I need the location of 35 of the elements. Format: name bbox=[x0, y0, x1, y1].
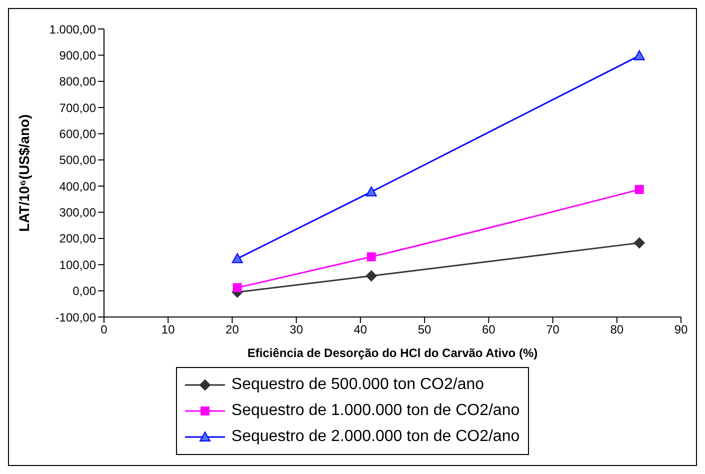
point bbox=[634, 237, 645, 248]
point bbox=[232, 283, 242, 292]
legend-label: Sequestro de 500.000 ton CO2/ano bbox=[231, 375, 484, 395]
x-tick-label: 50 bbox=[418, 322, 432, 337]
y-tick-label: 200,00 bbox=[59, 232, 96, 246]
x-tick-label: 10 bbox=[161, 322, 176, 337]
y-tick-label: 0,00 bbox=[72, 284, 96, 298]
x-tick-label: 0 bbox=[100, 322, 108, 337]
x-tick-label: 60 bbox=[482, 322, 496, 337]
y-axis-title: LAT/10⁶(US$/ano) bbox=[16, 114, 32, 232]
point bbox=[634, 50, 645, 60]
y-tick-label: 600,00 bbox=[59, 126, 96, 141]
legend-label: Sequestro de 2.000.000 ton de CO2/ano bbox=[231, 427, 520, 447]
y-tick-label: 300,00 bbox=[59, 206, 96, 220]
y-tick-label: 800,00 bbox=[59, 74, 96, 89]
point bbox=[366, 186, 377, 196]
x-tick-label: 90 bbox=[674, 322, 688, 337]
y-tick-label: 100,00 bbox=[59, 258, 96, 272]
y-tick-label: 400,00 bbox=[59, 179, 96, 194]
x-axis-title: Eficiência de Desorção do HCl do Carvão Ativo (%) bbox=[247, 346, 538, 360]
y-tick-label: 500,00 bbox=[59, 153, 96, 168]
point bbox=[366, 252, 376, 262]
y-tick-label: 1.000,00 bbox=[49, 22, 96, 36]
x-tick-label: 70 bbox=[546, 322, 560, 337]
y-tick-label: 900,00 bbox=[59, 48, 96, 62]
x-tick-label: 20 bbox=[226, 322, 240, 337]
legend-label: Sequestro de 1.000.000 ton de CO2/ano bbox=[231, 401, 520, 421]
point bbox=[634, 184, 644, 194]
y-tick-label: -100,00 bbox=[55, 310, 96, 324]
x-tick-label: 80 bbox=[610, 322, 624, 337]
x-tick-label: 40 bbox=[354, 322, 368, 337]
y-tick-label: 700,00 bbox=[59, 100, 96, 115]
point bbox=[232, 253, 243, 264]
point bbox=[366, 270, 377, 282]
x-tick-label: 30 bbox=[290, 322, 304, 337]
